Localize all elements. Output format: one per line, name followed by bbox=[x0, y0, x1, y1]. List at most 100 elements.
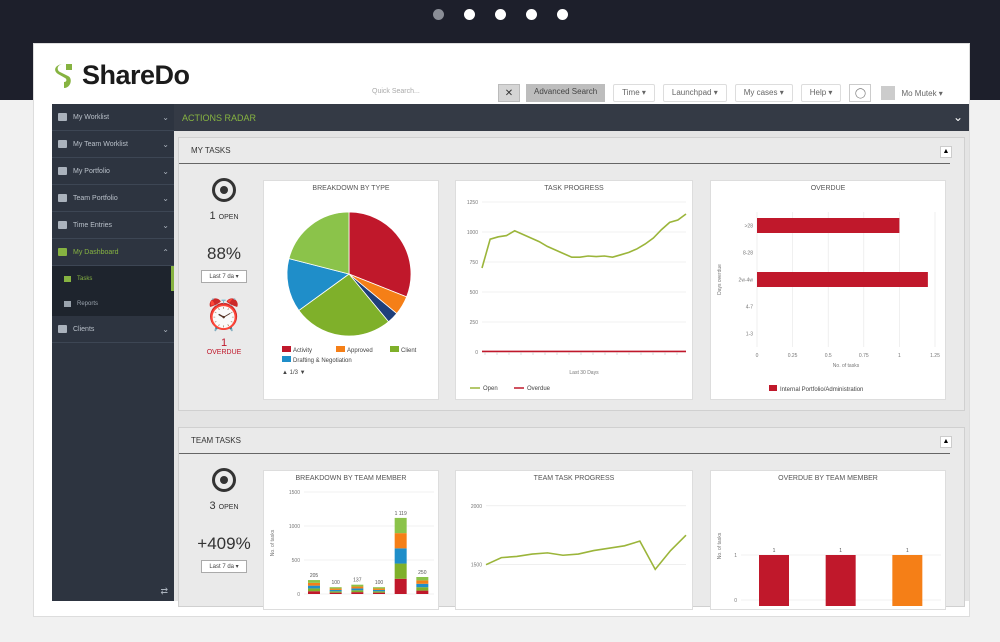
sidebar-item-clients[interactable]: Clients ⌄ bbox=[52, 316, 174, 343]
open-count: 1 bbox=[209, 210, 216, 222]
bar-chart-icon bbox=[64, 300, 71, 307]
sidebar-subitem-tasks[interactable]: Tasks bbox=[52, 266, 174, 291]
y-tick-label: >28 bbox=[745, 224, 754, 230]
bar-segment bbox=[308, 588, 320, 592]
bar-segment bbox=[329, 587, 342, 589]
bar-segment bbox=[373, 589, 385, 592]
percent-change: 88% bbox=[206, 244, 242, 263]
chevron-down-icon[interactable]: ⌄ bbox=[952, 110, 963, 124]
x-tick-label: 0.5 bbox=[825, 353, 832, 359]
carousel-dot[interactable] bbox=[525, 9, 537, 20]
open-label: OPEN bbox=[218, 214, 239, 221]
line-chart: 0 250 500 750 1000 1250 Last 30 Days Open Overdu… bbox=[467, 200, 687, 392]
list-icon bbox=[58, 194, 67, 202]
overdue-count: 1 bbox=[220, 337, 228, 349]
chevron-up-icon: ⌃ bbox=[162, 248, 169, 257]
data-label: 1 bbox=[773, 548, 776, 554]
sidebar-item-team-portfolio[interactable]: Team Portfolio ⌄ bbox=[52, 185, 174, 212]
sharedo-logo[interactable]: ShareDo bbox=[54, 60, 190, 91]
section-title: TEAM TASKS bbox=[179, 428, 950, 454]
x-tick-label: 1 bbox=[898, 353, 901, 359]
sidebar-item-my-dashboard[interactable]: My Dashboard ⌃ bbox=[52, 239, 174, 266]
time-menu[interactable]: Time ▾ bbox=[613, 84, 655, 102]
sidebar-item-my-worklist[interactable]: My Worklist ⌄ bbox=[52, 104, 174, 131]
sidebar-subitem-label: Tasks bbox=[77, 275, 93, 282]
bar-segment bbox=[394, 578, 407, 594]
line-chart: 1500 2000 bbox=[471, 504, 687, 571]
sidebar-subitem-reports[interactable]: Reports bbox=[52, 291, 174, 316]
x-axis-label: Last 30 Days bbox=[569, 370, 599, 376]
y-tick-label: 1500 bbox=[471, 563, 482, 569]
bar-segment bbox=[416, 577, 429, 581]
collapse-toggle[interactable]: ▲ bbox=[940, 146, 952, 158]
chart-title: BREAKDOWN BY TYPE bbox=[312, 185, 390, 192]
bar-segment bbox=[394, 548, 407, 564]
bar-segment bbox=[329, 588, 342, 590]
bar-segment bbox=[394, 563, 407, 579]
y-tick-label: 4-7 bbox=[746, 305, 753, 311]
sidebar: My Worklist ⌄ My Team Worklist ⌄ My Portfo… bbox=[52, 104, 174, 601]
chat-bubble-icon[interactable]: ◯ bbox=[849, 84, 872, 102]
launchpad-menu[interactable]: Launchpad ▾ bbox=[662, 84, 727, 102]
advanced-search-button[interactable]: Advanced Search bbox=[526, 84, 606, 102]
clear-search-button[interactable]: ✕ bbox=[498, 84, 520, 102]
sidebar-item-label: Team Portfolio bbox=[73, 194, 118, 202]
carousel-dot[interactable] bbox=[556, 9, 568, 20]
percent-change: +409% bbox=[197, 534, 251, 553]
section-title: MY TASKS bbox=[179, 138, 950, 164]
collapse-toggle[interactable]: ▲ bbox=[940, 436, 952, 448]
vertical-bar-chart: 0 1 No. of tasks 1 1 1 bbox=[717, 532, 941, 610]
y-tick-label: 2w-4w bbox=[739, 278, 754, 284]
quick-search-input[interactable]: Quick Search... bbox=[372, 88, 420, 95]
radar-title: ACTIONS RADAR bbox=[182, 112, 257, 123]
horizontal-bar-chart: 0 0.25 0.5 0.75 1 1.25 >28 8-28 2w-4w 4-7 1-3 No. o… bbox=[717, 212, 940, 393]
carousel-dot[interactable] bbox=[432, 9, 444, 20]
dashboard-icon bbox=[58, 248, 67, 256]
chevron-down-icon: ⌄ bbox=[162, 167, 169, 176]
bar-segment bbox=[416, 587, 429, 591]
carousel-dots bbox=[0, 9, 1000, 20]
period-select[interactable]: Last 7 da ▾ bbox=[201, 560, 247, 573]
actions-radar-header[interactable]: ACTIONS RADAR ⌄ bbox=[174, 104, 969, 131]
overdue-panel: OVERDUE 0 0.25 0.5 0.75 1 1.25 >28 8-28 2w-4w 4-7… bbox=[710, 180, 946, 400]
legend-entry: Client bbox=[401, 348, 417, 354]
sidebar-item-my-team-worklist[interactable]: My Team Worklist ⌄ bbox=[52, 131, 174, 158]
sidebar-item-my-portfolio[interactable]: My Portfolio ⌄ bbox=[52, 158, 174, 185]
expand-arrows-icon[interactable]: ⇄ bbox=[160, 586, 168, 596]
period-select[interactable]: Last 7 da ▾ bbox=[201, 270, 247, 283]
sharedo-logo-icon bbox=[55, 63, 72, 88]
chevron-down-icon: ⌄ bbox=[162, 325, 169, 334]
x-tick-label: 0 bbox=[756, 353, 759, 359]
list-icon bbox=[58, 167, 67, 175]
bar-segment bbox=[416, 583, 429, 588]
bar-segment bbox=[308, 591, 320, 594]
sidebar-item-label: My Dashboard bbox=[73, 248, 119, 256]
pie-slice bbox=[288, 211, 350, 275]
sidebar-item-time-entries[interactable]: Time Entries ⌄ bbox=[52, 212, 174, 239]
open-count: 3 bbox=[209, 500, 216, 512]
y-tick-label: 250 bbox=[470, 320, 479, 326]
dashboard-content: MY TASKS ▲ 1 OPEN 88% Last 7 da ▾ ⏰ 1 OV… bbox=[174, 131, 969, 610]
legend-entry: Drafting & Negotiation bbox=[293, 358, 352, 364]
user-menu[interactable]: Mo Mutek ▾ bbox=[901, 88, 943, 98]
chevron-down-icon: ⌄ bbox=[162, 221, 169, 230]
bar bbox=[892, 555, 923, 610]
series-line bbox=[481, 213, 687, 269]
bar bbox=[757, 218, 900, 233]
bar-segment bbox=[373, 591, 385, 593]
help-menu[interactable]: Help ▾ bbox=[800, 84, 842, 102]
data-label: 1 bbox=[839, 548, 842, 554]
sidebar-item-label: My Portfolio bbox=[73, 167, 110, 175]
legend-entry: Activity bbox=[293, 348, 312, 354]
bar-segment bbox=[351, 586, 364, 589]
x-tick-label: 0.75 bbox=[859, 353, 869, 359]
legend-swatch bbox=[336, 346, 345, 352]
y-tick-label: 500 bbox=[292, 558, 301, 564]
avatar[interactable] bbox=[881, 86, 896, 100]
pie-slice bbox=[348, 211, 412, 298]
overdue-by-team-member-panel: OVERDUE BY TEAM MEMBER 0 1 No. of tasks 1 1 1 bbox=[710, 470, 946, 610]
carousel-dot[interactable] bbox=[463, 9, 475, 20]
clock-icon bbox=[58, 221, 67, 229]
my-cases-menu[interactable]: My cases ▾ bbox=[734, 84, 793, 102]
carousel-dot[interactable] bbox=[494, 9, 506, 20]
